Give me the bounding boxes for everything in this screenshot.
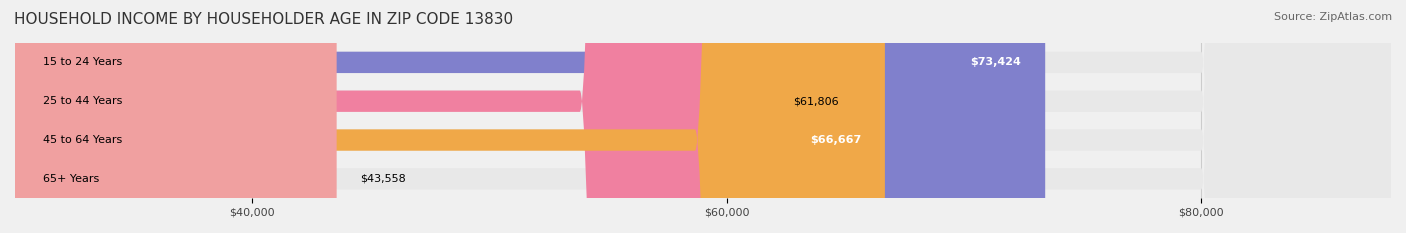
Text: HOUSEHOLD INCOME BY HOUSEHOLDER AGE IN ZIP CODE 13830: HOUSEHOLD INCOME BY HOUSEHOLDER AGE IN Z… bbox=[14, 12, 513, 27]
FancyBboxPatch shape bbox=[15, 0, 1391, 233]
FancyBboxPatch shape bbox=[15, 0, 1391, 233]
Text: $43,558: $43,558 bbox=[360, 174, 406, 184]
Text: Source: ZipAtlas.com: Source: ZipAtlas.com bbox=[1274, 12, 1392, 22]
FancyBboxPatch shape bbox=[15, 0, 769, 233]
FancyBboxPatch shape bbox=[15, 0, 1391, 233]
Text: 45 to 64 Years: 45 to 64 Years bbox=[44, 135, 122, 145]
Text: $61,806: $61,806 bbox=[793, 96, 839, 106]
Text: $73,424: $73,424 bbox=[970, 57, 1022, 67]
FancyBboxPatch shape bbox=[15, 0, 1391, 233]
Text: 25 to 44 Years: 25 to 44 Years bbox=[44, 96, 122, 106]
FancyBboxPatch shape bbox=[15, 0, 1045, 233]
FancyBboxPatch shape bbox=[15, 0, 884, 233]
Text: 15 to 24 Years: 15 to 24 Years bbox=[44, 57, 122, 67]
Text: 65+ Years: 65+ Years bbox=[44, 174, 100, 184]
Text: $66,667: $66,667 bbox=[810, 135, 860, 145]
FancyBboxPatch shape bbox=[15, 0, 336, 233]
